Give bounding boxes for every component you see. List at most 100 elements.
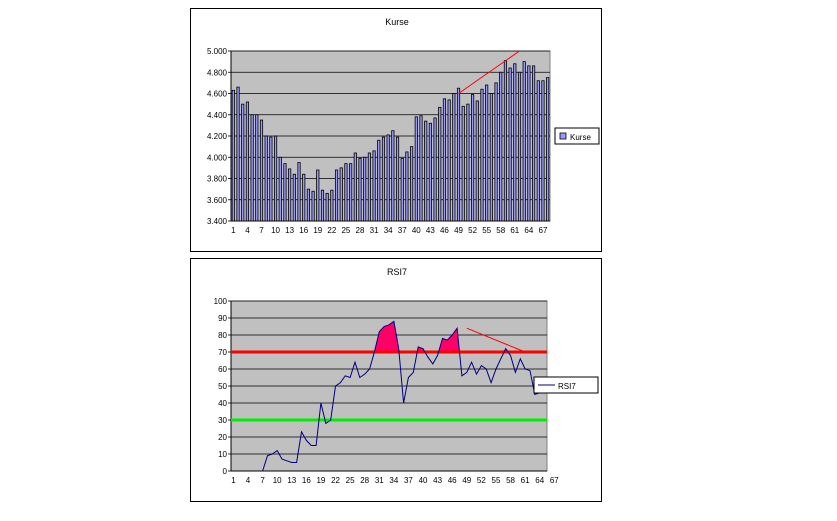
y-tick-label: 80 <box>218 331 227 340</box>
bar <box>527 65 531 222</box>
x-tick-label: 7 <box>259 226 264 235</box>
bar <box>264 135 268 222</box>
x-tick-label: 1 <box>231 476 236 485</box>
bar <box>494 82 498 222</box>
x-tick-label: 7 <box>260 476 265 485</box>
x-tick-label: 25 <box>346 476 355 485</box>
bar <box>316 169 320 222</box>
bar <box>424 120 428 222</box>
x-tick-label: 55 <box>492 476 501 485</box>
legend-box <box>533 376 599 394</box>
bar <box>452 93 456 222</box>
x-tick-label: 37 <box>398 226 407 235</box>
bar <box>503 60 508 222</box>
x-tick-label: 40 <box>419 476 428 485</box>
y-tick-label: 4.800 <box>207 68 228 77</box>
y-tick-label: 90 <box>218 314 227 323</box>
x-tick-label: 31 <box>375 476 384 485</box>
x-tick-label: 16 <box>299 226 308 235</box>
x-tick-label: 13 <box>287 476 296 485</box>
bar <box>241 103 245 222</box>
x-tick-label: 34 <box>384 226 393 235</box>
legend-box <box>554 127 600 145</box>
y-tick-label: 40 <box>218 399 227 408</box>
bar <box>400 157 404 222</box>
x-tick-label: 46 <box>448 476 457 485</box>
y-tick-label: 30 <box>218 416 227 425</box>
bar <box>508 67 512 222</box>
bar <box>377 139 381 222</box>
bar <box>419 115 423 222</box>
x-tick-label: 61 <box>521 476 530 485</box>
y-tick-label: 100 <box>214 297 228 306</box>
bar <box>288 168 292 222</box>
bar <box>485 84 489 222</box>
x-tick-label: 43 <box>426 226 435 235</box>
bar <box>433 117 437 222</box>
x-tick-label: 22 <box>331 476 340 485</box>
bar <box>367 152 371 222</box>
x-tick-label: 67 <box>550 476 559 485</box>
legend: Kurse <box>554 127 600 145</box>
bar <box>522 61 526 222</box>
y-tick-label: 70 <box>218 348 227 357</box>
y-tick-label: 4.600 <box>207 90 228 99</box>
x-tick-label: 28 <box>360 476 369 485</box>
bar <box>391 130 395 222</box>
bar <box>330 189 334 222</box>
x-tick-label: 64 <box>524 226 533 235</box>
x-tick-label: 22 <box>327 226 336 235</box>
y-tick-label: 10 <box>218 450 227 459</box>
bar <box>405 151 409 222</box>
bar <box>381 136 386 222</box>
bar <box>353 152 357 222</box>
rsi7-plot-area: 0 10 20 30 40 50 60 70 80 90 100 1 4 7 10 13 16 19 22 25 28 3… <box>214 297 560 485</box>
trend-line <box>466 327 526 353</box>
x-tick-label: 34 <box>389 476 398 485</box>
bar <box>466 103 470 222</box>
bar <box>283 163 287 222</box>
bar <box>363 156 367 222</box>
bar <box>410 146 414 222</box>
x-tick-label: 61 <box>510 226 519 235</box>
rsi7-chart-svg: RSI7 0 10 20 30 40 50 60 70 80 90 100 1 4 7 10 13 16 19 22… <box>214 267 599 485</box>
legend-label: RSI7 <box>558 382 576 391</box>
x-tick-label: 19 <box>316 476 325 485</box>
overbought-fill <box>438 328 460 352</box>
y-tick-label: 3.800 <box>207 175 228 184</box>
x-tick-label: 19 <box>313 226 322 235</box>
x-tick-label: 4 <box>245 226 250 235</box>
chart-title: Kurse <box>385 17 409 27</box>
bar <box>320 189 325 222</box>
x-tick-label: 64 <box>535 476 544 485</box>
bar <box>231 89 235 222</box>
bar <box>325 192 329 222</box>
bar <box>536 80 540 222</box>
x-tick-label: 58 <box>496 226 505 235</box>
x-tick-label: 67 <box>539 226 548 235</box>
y-tick-label: 4.200 <box>207 132 228 141</box>
bar <box>395 136 400 222</box>
bar <box>269 136 273 222</box>
rsi7-chart: RSI7 0 10 20 30 40 50 60 70 80 90 100 1 4 7 10 13 16 19 22… <box>190 258 602 502</box>
bar <box>438 106 442 222</box>
bar <box>489 93 493 222</box>
x-tick-label: 16 <box>302 476 311 485</box>
y-tick-label: 0 <box>223 467 228 476</box>
bar <box>513 63 517 222</box>
x-tick-label: 49 <box>462 476 471 485</box>
bar <box>471 94 475 222</box>
bar <box>245 101 249 222</box>
bar <box>546 77 550 222</box>
bar <box>386 134 390 222</box>
bar <box>306 188 310 222</box>
kurse-plot-area: 3.400 3.600 3.800 4.000 4.200 4.400 4.600 4.800… <box>207 47 551 235</box>
x-tick-label: 55 <box>482 226 491 235</box>
x-tick-label: 52 <box>468 226 477 235</box>
legend-swatch <box>559 132 567 140</box>
y-tick-label: 3.400 <box>207 217 228 226</box>
x-tick-label: 4 <box>246 476 251 485</box>
x-tick-label: 13 <box>285 226 294 235</box>
x-tick-label: 10 <box>273 476 282 485</box>
bar <box>311 190 315 222</box>
